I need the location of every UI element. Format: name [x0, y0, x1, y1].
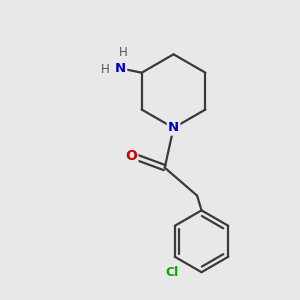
- Text: Cl: Cl: [165, 266, 178, 279]
- Text: H: H: [101, 63, 110, 76]
- Text: H: H: [118, 46, 127, 59]
- Text: O: O: [125, 149, 137, 163]
- Text: N: N: [168, 122, 179, 134]
- Text: N: N: [115, 62, 126, 75]
